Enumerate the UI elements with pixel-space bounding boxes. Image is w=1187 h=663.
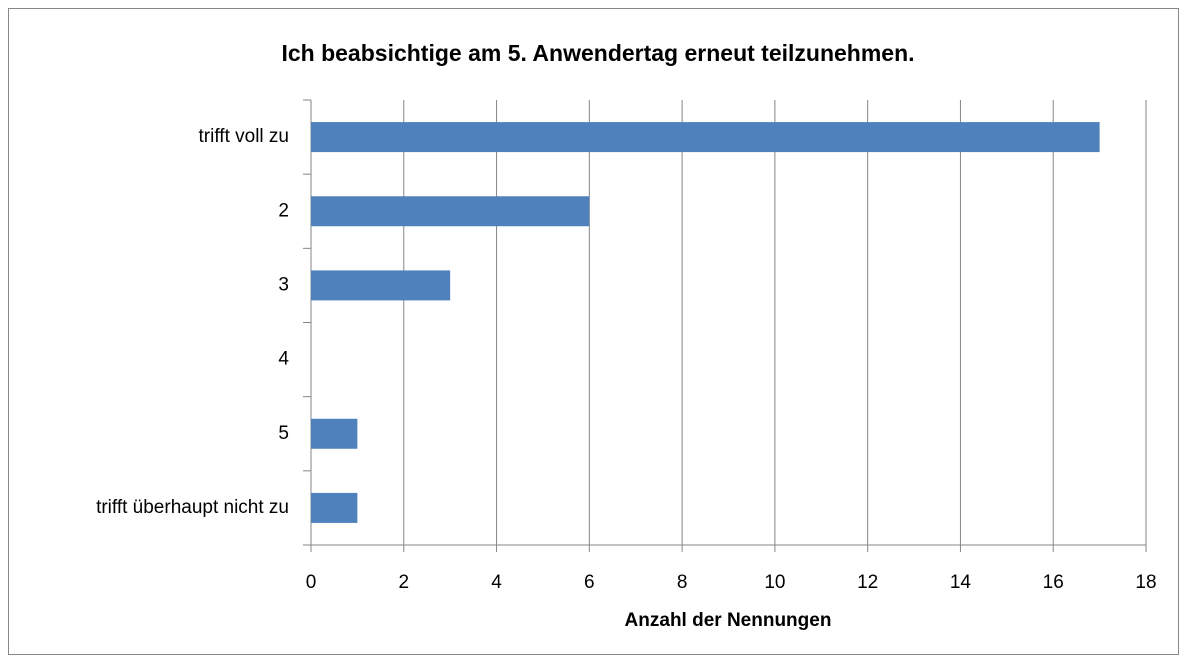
y-tick-label: 3 [278,274,289,295]
y-tick-label: 2 [278,200,289,221]
y-tick-label: 5 [278,423,289,444]
bar [311,122,1100,153]
y-tick-label: 4 [278,349,289,370]
x-tick-label: 6 [584,572,595,593]
bar [311,418,358,449]
chart-title: Ich beabsichtige am 5. Anwendertag erneu… [281,40,914,66]
x-tick-label: 16 [1043,572,1064,593]
bar [311,492,358,523]
x-tick-label: 8 [677,572,688,593]
y-tick-label: trifft überhaupt nicht zu [96,497,289,518]
y-tick-label: trifft voll zu [199,126,289,147]
x-tick-label: 14 [950,572,972,593]
x-axis-title: Anzahl der Nennungen [625,610,832,631]
bar [311,270,451,301]
x-tick-label: 10 [764,572,785,593]
x-tick-label: 12 [857,572,878,593]
x-tick-label: 0 [306,572,317,593]
bar [311,196,590,227]
x-tick-label: 2 [398,572,409,593]
x-tick-label: 18 [1135,572,1156,593]
chart-border [8,8,1179,655]
x-tick-label: 4 [491,572,502,593]
